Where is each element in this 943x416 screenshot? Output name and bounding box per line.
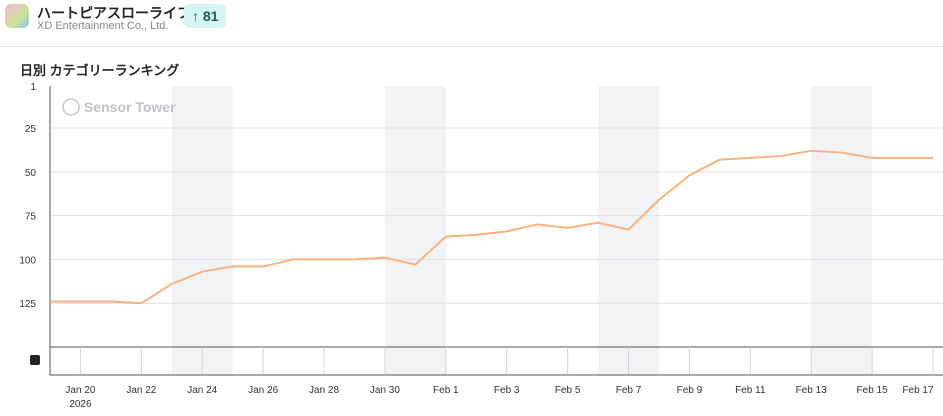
y-tick-label: 25 <box>25 124 37 135</box>
app-name[interactable]: ハートピアスローライフ <box>37 5 191 21</box>
rank-change-badge: ↑ 81 <box>184 4 227 28</box>
data-point <box>686 172 692 178</box>
data-point <box>839 150 845 156</box>
data-point <box>808 148 814 154</box>
year-label: 2026 <box>69 399 92 410</box>
annotation-icon[interactable] <box>30 355 40 365</box>
data-point <box>47 298 53 304</box>
y-tick-label: 125 <box>19 299 36 310</box>
data-point <box>747 155 753 161</box>
watermark-text: Sensor Tower <box>84 99 176 115</box>
data-point <box>199 269 205 275</box>
app-header: ハートピアスローライフ XD Entertainment Co., Ltd. ↑… <box>0 0 943 47</box>
data-point <box>900 155 906 161</box>
data-point <box>443 234 449 240</box>
data-point <box>656 197 662 203</box>
x-tick-label: Feb 13 <box>796 385 828 396</box>
x-tick-label: Jan 24 <box>187 385 217 396</box>
data-point <box>382 255 388 261</box>
data-point <box>138 300 144 306</box>
ranking-line <box>50 149 933 305</box>
data-point <box>108 298 114 304</box>
data-point <box>534 221 540 227</box>
weekend-shade <box>171 86 233 375</box>
rank-change-value: 81 <box>202 8 219 24</box>
app-icon[interactable] <box>5 4 29 28</box>
data-point <box>351 256 357 262</box>
data-point <box>77 298 83 304</box>
data-point <box>595 220 601 226</box>
data-point <box>626 227 632 233</box>
sensor-tower-watermark: Sensor Tower <box>62 98 176 116</box>
x-tick-label: Feb 1 <box>433 385 459 396</box>
x-tick-label: Feb 3 <box>494 385 520 396</box>
x-tick-label: Feb 7 <box>616 385 642 396</box>
data-point <box>230 263 236 269</box>
y-tick-label: 1 <box>30 82 36 93</box>
x-tick-label: Jan 28 <box>309 385 339 396</box>
publisher-name[interactable]: XD Entertainment Co., Ltd. <box>37 20 169 32</box>
data-point <box>565 225 571 231</box>
x-tick-label: Jan 30 <box>370 385 400 396</box>
x-tick-label: Jan 20 <box>65 385 95 396</box>
data-point <box>412 262 418 268</box>
y-tick-label: 100 <box>19 255 36 266</box>
x-tick-label: Jan 22 <box>126 385 156 396</box>
data-point <box>260 263 266 269</box>
chart-title: 日別 カテゴリーランキング <box>20 63 180 78</box>
data-point <box>321 256 327 262</box>
data-point <box>504 228 510 234</box>
y-tick-label: 50 <box>25 168 37 179</box>
sensor-tower-logo-icon <box>62 98 80 116</box>
x-tick-label: Feb 15 <box>857 385 889 396</box>
data-point <box>169 281 175 287</box>
x-tick-label: Feb 5 <box>555 385 581 396</box>
weekend-shade <box>384 86 446 375</box>
x-tick-label: Feb 9 <box>677 385 703 396</box>
data-point <box>778 153 784 159</box>
data-point <box>473 232 479 238</box>
data-point <box>869 155 875 161</box>
data-point <box>717 157 723 163</box>
data-point <box>291 256 297 262</box>
y-tick-label: 75 <box>25 212 37 223</box>
x-tick-label: Jan 26 <box>248 385 278 396</box>
x-tick-label: Feb 11 <box>735 385 766 396</box>
weekend-shade <box>811 86 873 375</box>
data-point <box>930 155 936 161</box>
x-tick-label: Feb 17 <box>902 385 934 396</box>
arrow-up-icon: ↑ <box>192 8 199 24</box>
